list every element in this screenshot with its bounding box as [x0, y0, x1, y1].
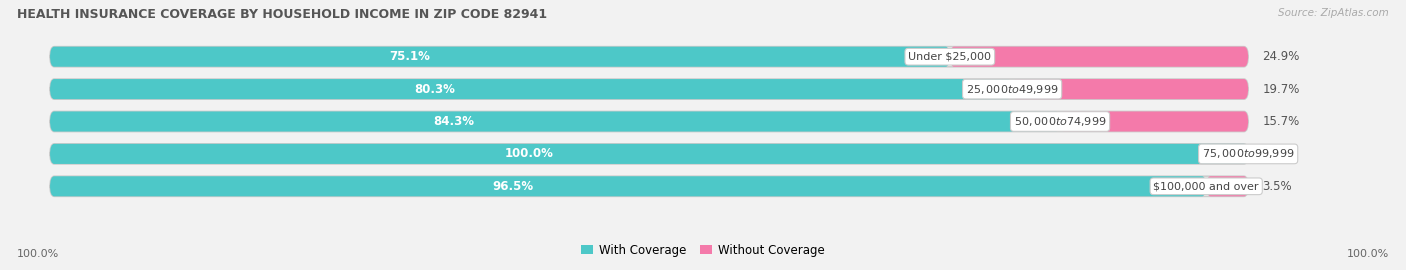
FancyBboxPatch shape: [51, 79, 1249, 99]
FancyBboxPatch shape: [51, 79, 1012, 99]
FancyBboxPatch shape: [1012, 79, 1249, 99]
FancyBboxPatch shape: [51, 144, 1249, 164]
Text: Under $25,000: Under $25,000: [908, 52, 991, 62]
Text: 96.5%: 96.5%: [492, 180, 533, 193]
FancyBboxPatch shape: [51, 112, 1249, 131]
Text: 75.1%: 75.1%: [389, 50, 430, 63]
Text: $25,000 to $49,999: $25,000 to $49,999: [966, 83, 1059, 96]
Text: 100.0%: 100.0%: [505, 147, 554, 160]
Text: 80.3%: 80.3%: [415, 83, 456, 96]
Text: Source: ZipAtlas.com: Source: ZipAtlas.com: [1278, 8, 1389, 18]
Text: $75,000 to $99,999: $75,000 to $99,999: [1202, 147, 1295, 160]
Text: 84.3%: 84.3%: [433, 115, 474, 128]
FancyBboxPatch shape: [51, 112, 1060, 131]
Text: 100.0%: 100.0%: [1347, 249, 1389, 259]
FancyBboxPatch shape: [950, 47, 1249, 67]
Text: 15.7%: 15.7%: [1263, 115, 1299, 128]
Text: HEALTH INSURANCE COVERAGE BY HOUSEHOLD INCOME IN ZIP CODE 82941: HEALTH INSURANCE COVERAGE BY HOUSEHOLD I…: [17, 8, 547, 21]
Text: 24.9%: 24.9%: [1263, 50, 1301, 63]
FancyBboxPatch shape: [51, 144, 1249, 164]
FancyBboxPatch shape: [1060, 112, 1249, 131]
Text: 3.5%: 3.5%: [1263, 180, 1292, 193]
FancyBboxPatch shape: [51, 176, 1249, 196]
Legend: With Coverage, Without Coverage: With Coverage, Without Coverage: [576, 239, 830, 262]
FancyBboxPatch shape: [1206, 176, 1249, 196]
FancyBboxPatch shape: [51, 176, 1206, 196]
Text: 19.7%: 19.7%: [1263, 83, 1301, 96]
FancyBboxPatch shape: [51, 47, 1249, 67]
Text: 0.0%: 0.0%: [1263, 147, 1292, 160]
Text: 100.0%: 100.0%: [17, 249, 59, 259]
Text: $100,000 and over: $100,000 and over: [1153, 181, 1258, 191]
FancyBboxPatch shape: [51, 47, 950, 67]
Text: $50,000 to $74,999: $50,000 to $74,999: [1014, 115, 1107, 128]
